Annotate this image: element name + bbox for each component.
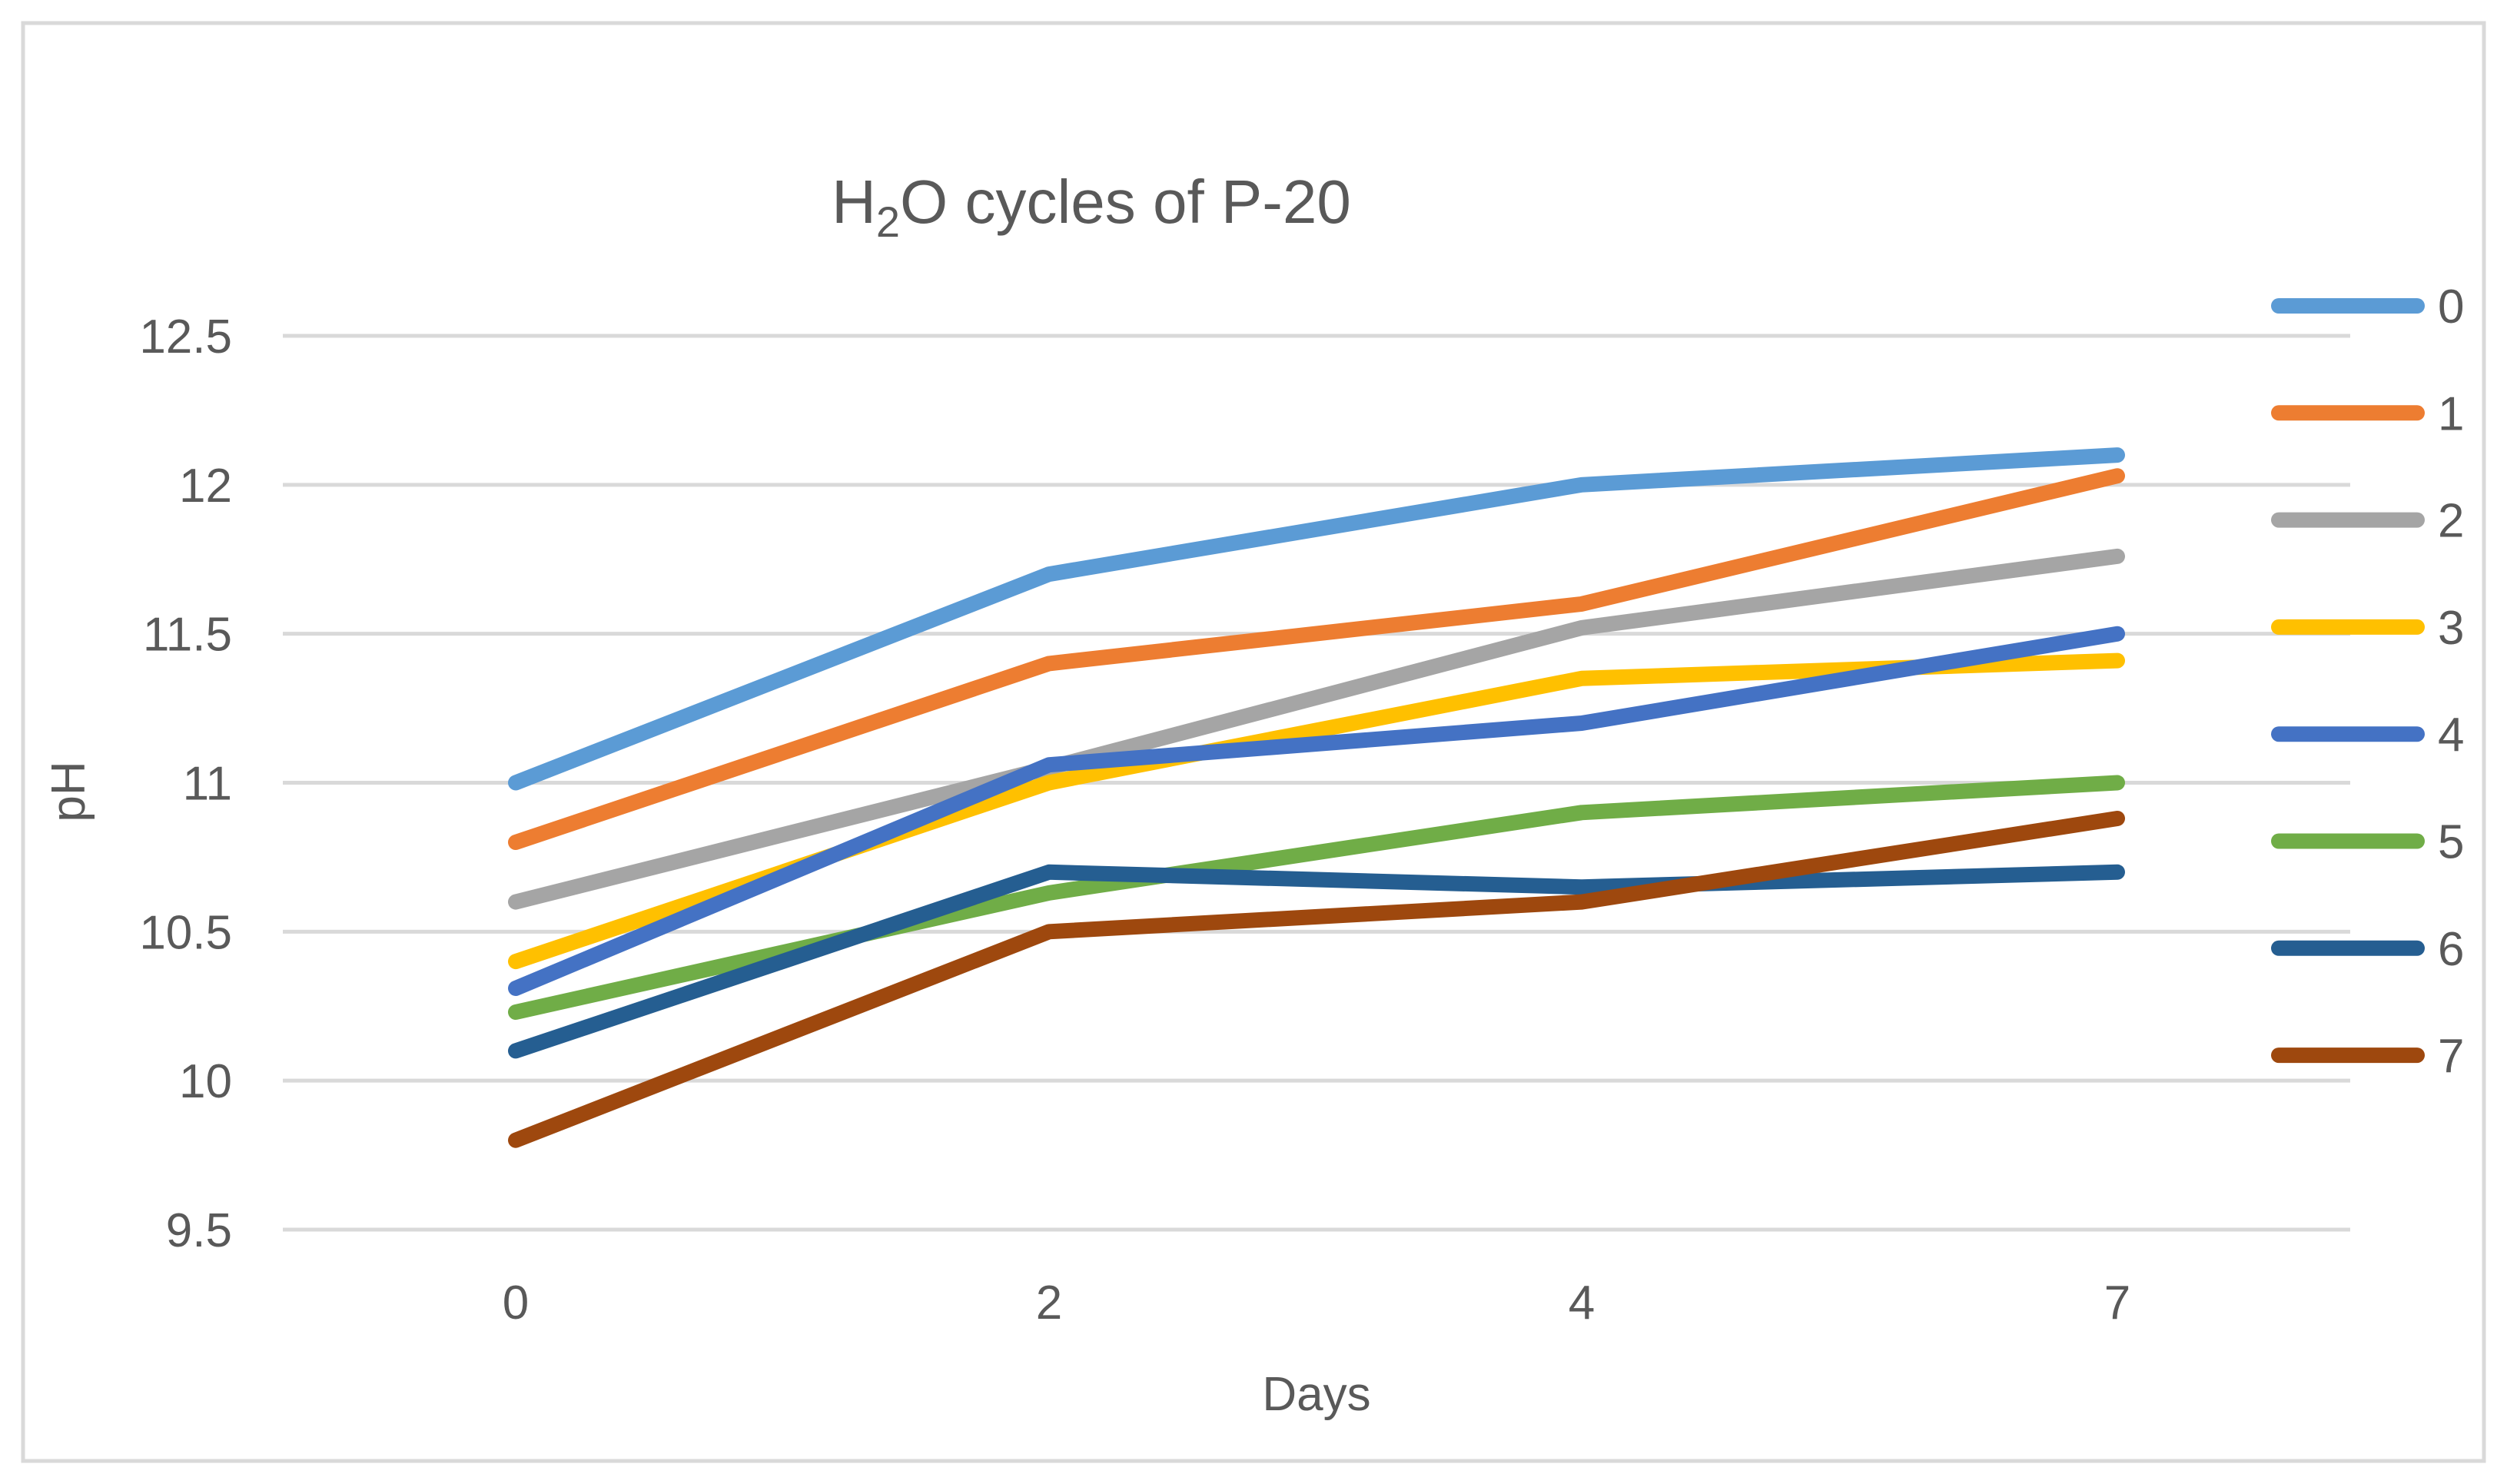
series-line-2 bbox=[508, 548, 2125, 910]
x-tick-label: 4 bbox=[1569, 1277, 1595, 1330]
y-tick-label: 12 bbox=[179, 460, 232, 513]
x-tick-label: 7 bbox=[2104, 1277, 2130, 1330]
legend-item-1: 1 bbox=[2271, 387, 2464, 440]
legend-item-3: 3 bbox=[2271, 602, 2464, 655]
legend-label-0: 0 bbox=[2438, 281, 2464, 334]
legend-item-2: 2 bbox=[2271, 495, 2464, 548]
legend-item-7: 7 bbox=[2271, 1030, 2464, 1083]
y-tick-label: 11.5 bbox=[143, 609, 232, 662]
series-line-7 bbox=[508, 811, 2125, 1148]
y-tick-label: 10.5 bbox=[139, 906, 232, 959]
legend-label-4: 4 bbox=[2438, 709, 2464, 762]
legend-label-6: 6 bbox=[2438, 923, 2464, 976]
series-line-1 bbox=[508, 468, 2125, 850]
series-lines bbox=[508, 447, 2125, 1148]
y-axis-tick-labels: 12.5 12 11.5 11 10.5 10 9.5 bbox=[139, 310, 232, 1257]
y-tick-label: 12.5 bbox=[139, 310, 232, 364]
legend: 0 1 2 3 4 5 6 7 bbox=[2271, 281, 2464, 1083]
series-line-5 bbox=[508, 775, 2125, 1020]
x-tick-label: 2 bbox=[1036, 1277, 1062, 1330]
legend-item-0: 0 bbox=[2271, 281, 2464, 334]
y-tick-label: 10 bbox=[179, 1055, 232, 1108]
page-title: H2O cycles of P-20 bbox=[832, 168, 1351, 246]
legend-label-3: 3 bbox=[2438, 602, 2464, 655]
x-axis-title: Days bbox=[1262, 1368, 1370, 1421]
series-line-0 bbox=[508, 447, 2125, 791]
legend-label-5: 5 bbox=[2438, 816, 2464, 869]
legend-item-5: 5 bbox=[2271, 816, 2464, 869]
y-axis-title: pH bbox=[42, 761, 95, 822]
legend-label-2: 2 bbox=[2438, 495, 2464, 548]
x-axis-tick-labels: 0 2 4 7 bbox=[503, 1277, 2130, 1330]
y-tick-label: 11 bbox=[183, 758, 232, 811]
legend-label-7: 7 bbox=[2438, 1030, 2464, 1083]
legend-label-1: 1 bbox=[2438, 387, 2464, 440]
chart-border bbox=[21, 21, 2486, 1463]
series-line-4 bbox=[508, 626, 2125, 996]
x-tick-label: 0 bbox=[503, 1277, 529, 1330]
legend-item-6: 6 bbox=[2271, 923, 2464, 976]
legend-item-4: 4 bbox=[2271, 709, 2464, 762]
series-line-6 bbox=[508, 864, 2125, 1059]
y-tick-label: 9.5 bbox=[166, 1204, 232, 1257]
